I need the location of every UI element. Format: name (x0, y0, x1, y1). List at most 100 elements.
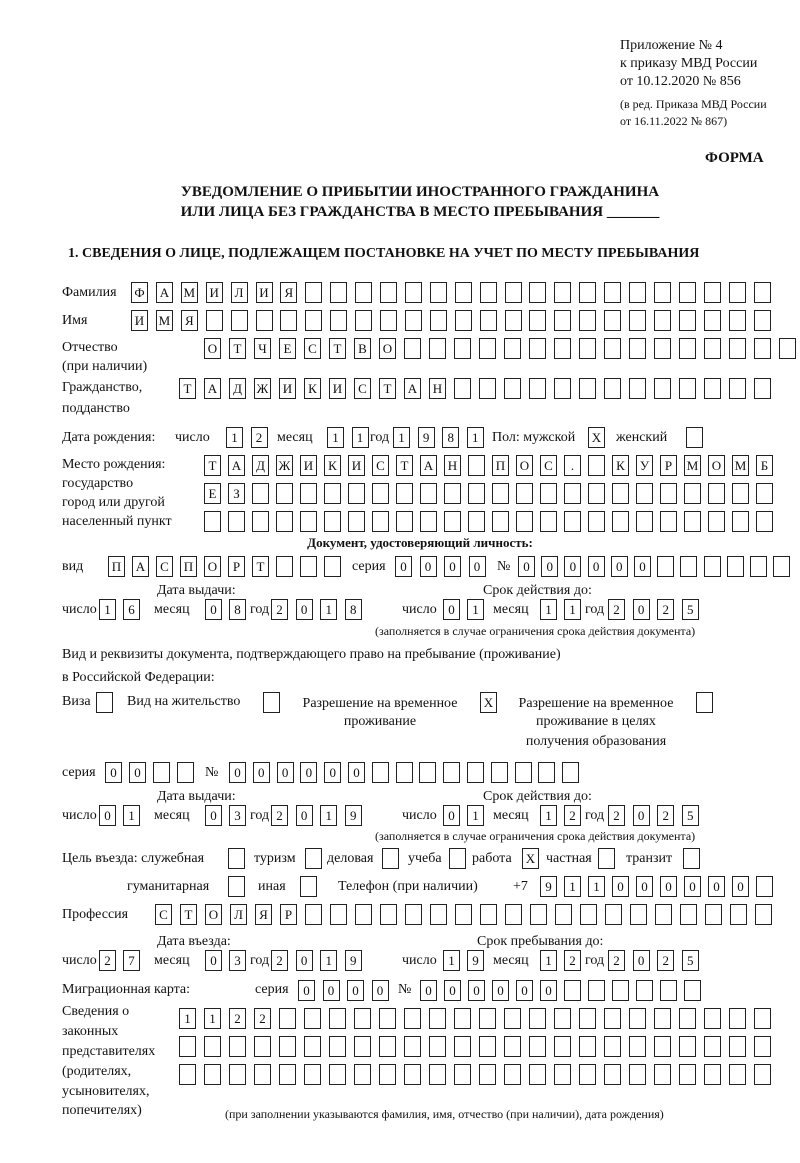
char-box-surname[interactable] (305, 282, 323, 303)
char-box-citizenship[interactable]: С (354, 378, 371, 399)
char-box-rep-3[interactable] (179, 1064, 196, 1085)
char-box-profession[interactable]: Т (180, 904, 197, 925)
char-box-mc-number[interactable]: 0 (468, 980, 485, 1001)
char-box-id-number[interactable] (703, 556, 721, 577)
char-box-patronymic[interactable] (754, 338, 771, 359)
char-box-rep-3[interactable] (479, 1064, 496, 1085)
char-box-id-valid-year[interactable]: 2 (608, 599, 625, 620)
char-box-id-issue-year[interactable]: 8 (344, 599, 362, 620)
char-box-mc-number[interactable] (564, 980, 581, 1001)
char-box-birthplace-3[interactable] (204, 511, 221, 532)
checkbox-trp-edu[interactable] (696, 692, 713, 713)
char-box-stay-until-year[interactable]: 2 (657, 950, 675, 971)
char-box-surname[interactable] (554, 282, 572, 303)
char-box-name[interactable] (355, 310, 373, 331)
char-box-id-series[interactable]: 0 (419, 556, 437, 577)
char-box-stay-valid-year[interactable]: 2 (657, 805, 675, 826)
char-box-rep-2[interactable] (379, 1036, 396, 1057)
char-box-dob-day[interactable]: 2 (250, 427, 268, 448)
char-box-birthplace-2[interactable]: Е (204, 483, 221, 504)
char-box-rep-2[interactable] (579, 1036, 596, 1057)
char-box-patronymic[interactable] (529, 338, 546, 359)
char-box-surname[interactable]: И (205, 282, 223, 303)
char-box-surname[interactable] (380, 282, 397, 303)
char-box-id-kind[interactable]: Т (252, 556, 269, 577)
char-box-name[interactable] (429, 310, 447, 331)
char-box-rep-2[interactable] (754, 1036, 771, 1057)
char-box-birthplace-2[interactable] (324, 483, 341, 504)
char-box-birthplace-3[interactable] (756, 511, 773, 532)
char-box-mc-number[interactable] (612, 980, 629, 1001)
checkbox-trp[interactable]: X (480, 692, 497, 713)
char-box-citizenship[interactable]: Д (229, 378, 246, 399)
char-box-mc-number[interactable]: 0 (540, 980, 557, 1001)
char-box-name[interactable] (604, 310, 622, 331)
char-box-rep-3[interactable] (354, 1064, 371, 1085)
checkbox-purpose-tourism[interactable] (305, 848, 322, 869)
char-box-mc-series[interactable]: 0 (298, 980, 315, 1001)
char-box-stay-until-year[interactable]: 5 (681, 950, 699, 971)
char-box-profession[interactable] (330, 904, 347, 925)
char-box-surname[interactable] (629, 282, 646, 303)
char-box-citizenship[interactable] (529, 378, 546, 399)
char-box-birthplace-3[interactable] (612, 511, 629, 532)
char-box-patronymic[interactable]: Е (279, 338, 296, 359)
char-box-rep-1[interactable] (329, 1008, 346, 1029)
char-box-name[interactable] (404, 310, 422, 331)
char-box-surname[interactable] (429, 282, 447, 303)
char-box-entry-year[interactable]: 1 (320, 950, 338, 971)
char-box-stay-number[interactable] (514, 762, 532, 783)
char-box-stay-number[interactable]: 0 (229, 762, 246, 783)
char-box-patronymic[interactable] (554, 338, 571, 359)
char-box-stay-number[interactable] (562, 762, 580, 783)
char-box-id-valid-year[interactable]: 5 (681, 599, 699, 620)
char-box-citizenship[interactable]: Ж (254, 378, 271, 399)
char-box-name[interactable] (280, 310, 298, 331)
checkbox-purpose-other[interactable] (300, 876, 317, 897)
char-box-birthplace-2[interactable] (660, 483, 677, 504)
char-box-rep-2[interactable] (654, 1036, 671, 1057)
char-box-surname[interactable] (653, 282, 671, 303)
char-box-rep-1[interactable] (429, 1008, 446, 1029)
char-box-rep-2[interactable] (429, 1036, 446, 1057)
char-box-profession[interactable] (605, 904, 622, 925)
char-box-id-issue-year[interactable]: 1 (320, 599, 338, 620)
char-box-surname[interactable]: Я (280, 282, 298, 303)
char-box-rep-1[interactable] (354, 1008, 371, 1029)
char-box-rep-2[interactable] (404, 1036, 421, 1057)
char-box-rep-1[interactable] (279, 1008, 296, 1029)
checkbox-sex-male[interactable]: X (588, 427, 605, 448)
char-box-birthplace-3[interactable] (228, 511, 245, 532)
char-box-stay-until-month[interactable]: 1 (540, 950, 557, 971)
char-box-birthplace-1[interactable]: К (324, 455, 341, 476)
char-box-patronymic[interactable] (404, 338, 421, 359)
char-box-name[interactable] (504, 310, 522, 331)
char-box-birthplace-1[interactable]: Р (660, 455, 677, 476)
char-box-patronymic[interactable]: Т (329, 338, 346, 359)
char-box-stay-valid-month[interactable]: 2 (564, 805, 581, 826)
char-box-birthplace-1[interactable]: . (564, 455, 581, 476)
char-box-rep-2[interactable] (304, 1036, 321, 1057)
char-box-birthplace-2[interactable]: З (228, 483, 245, 504)
char-box-rep-3[interactable] (429, 1064, 446, 1085)
char-box-stay-until-month[interactable]: 2 (564, 950, 581, 971)
char-box-phone[interactable]: 1 (564, 876, 581, 897)
char-box-mc-number[interactable] (636, 980, 653, 1001)
char-box-citizenship[interactable] (629, 378, 646, 399)
char-box-stay-issue-year[interactable]: 1 (320, 805, 338, 826)
char-box-stay-valid-month[interactable]: 1 (540, 805, 557, 826)
char-box-name[interactable] (579, 310, 597, 331)
char-box-mc-number[interactable] (660, 980, 677, 1001)
char-box-id-number[interactable]: 0 (587, 556, 605, 577)
char-box-profession[interactable] (680, 904, 697, 925)
char-box-mc-number[interactable] (588, 980, 605, 1001)
char-box-birthplace-1[interactable]: И (348, 455, 365, 476)
char-box-id-number[interactable] (726, 556, 744, 577)
char-box-phone[interactable] (756, 876, 773, 897)
char-box-birthplace-1[interactable] (588, 455, 605, 476)
char-box-mc-series[interactable]: 0 (347, 980, 364, 1001)
char-box-birthplace-3[interactable] (684, 511, 701, 532)
char-box-rep-1[interactable] (729, 1008, 746, 1029)
char-box-birthplace-3[interactable] (396, 511, 413, 532)
char-box-id-issue-month[interactable]: 8 (229, 599, 246, 620)
